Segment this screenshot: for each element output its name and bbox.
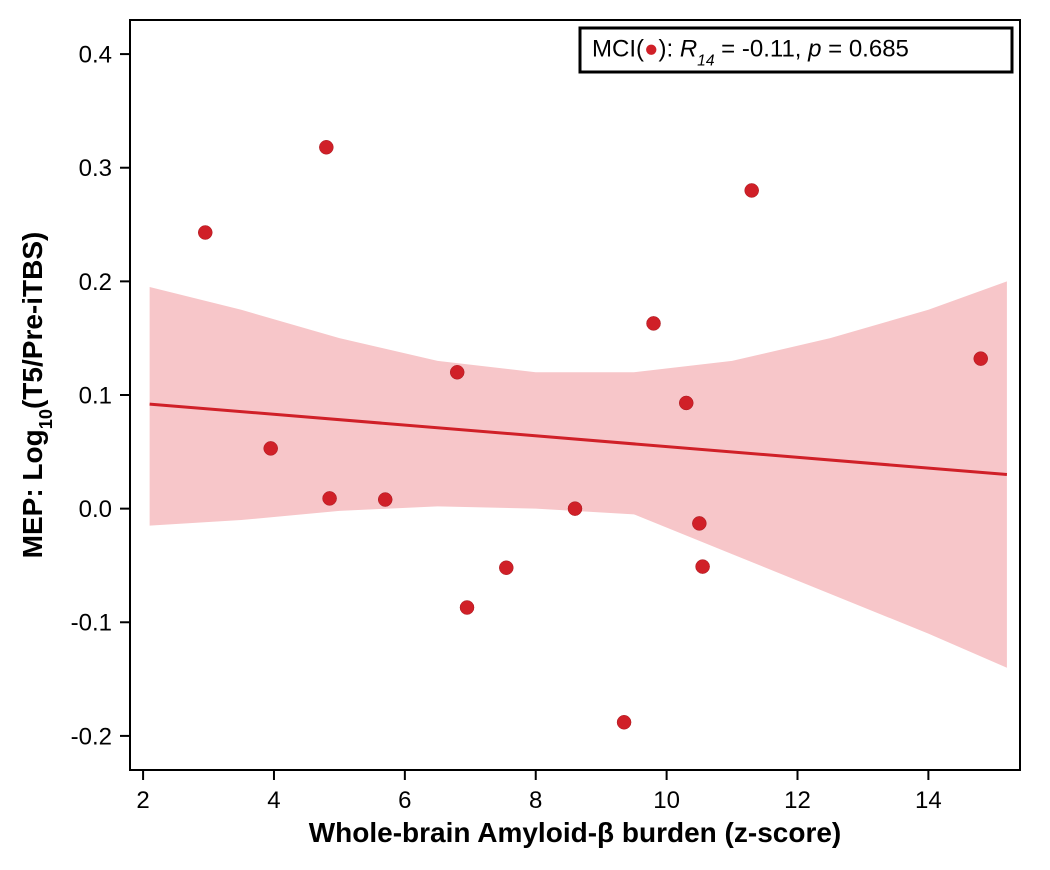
data-point: [568, 502, 582, 516]
data-point: [198, 226, 212, 240]
data-point: [745, 183, 759, 197]
x-tick-label: 10: [653, 787, 680, 814]
x-tick-label: 12: [784, 787, 811, 814]
y-tick-label: 0.4: [79, 41, 112, 68]
x-tick-label: 2: [136, 787, 149, 814]
data-point: [679, 396, 693, 410]
y-tick-label: 0.2: [79, 269, 112, 296]
data-point: [974, 352, 988, 366]
x-axis-label: Whole-brain Amyloid-β burden (z-score): [309, 817, 842, 848]
data-point: [323, 491, 337, 505]
y-tick-label: 0.0: [79, 496, 112, 523]
data-point: [378, 493, 392, 507]
data-point: [696, 560, 710, 574]
data-point: [499, 561, 513, 575]
data-point: [460, 601, 474, 615]
data-point: [450, 365, 464, 379]
scatter-chart: 2 4 6 8 10 12 14 -0.2 -0.1 0.0 0.1 0.2 0.3 0.4 Whole-b…: [0, 0, 1050, 870]
data-point: [617, 715, 631, 729]
y-tick-label: 0.1: [79, 382, 112, 409]
y-tick-label: -0.1: [71, 610, 112, 637]
x-tick-label: 8: [529, 787, 542, 814]
data-point: [692, 516, 706, 530]
data-point: [319, 140, 333, 154]
x-tick-label: 6: [398, 787, 411, 814]
y-tick-label: 0.3: [79, 155, 112, 182]
x-tick-label: 4: [267, 787, 280, 814]
data-point: [647, 316, 661, 330]
y-tick-label: -0.2: [71, 723, 112, 750]
data-point: [264, 441, 278, 455]
chart-stage: 2 4 6 8 10 12 14 -0.2 -0.1 0.0 0.1 0.2 0.3 0.4 Whole-b…: [0, 0, 1050, 870]
x-tick-label: 14: [915, 787, 942, 814]
